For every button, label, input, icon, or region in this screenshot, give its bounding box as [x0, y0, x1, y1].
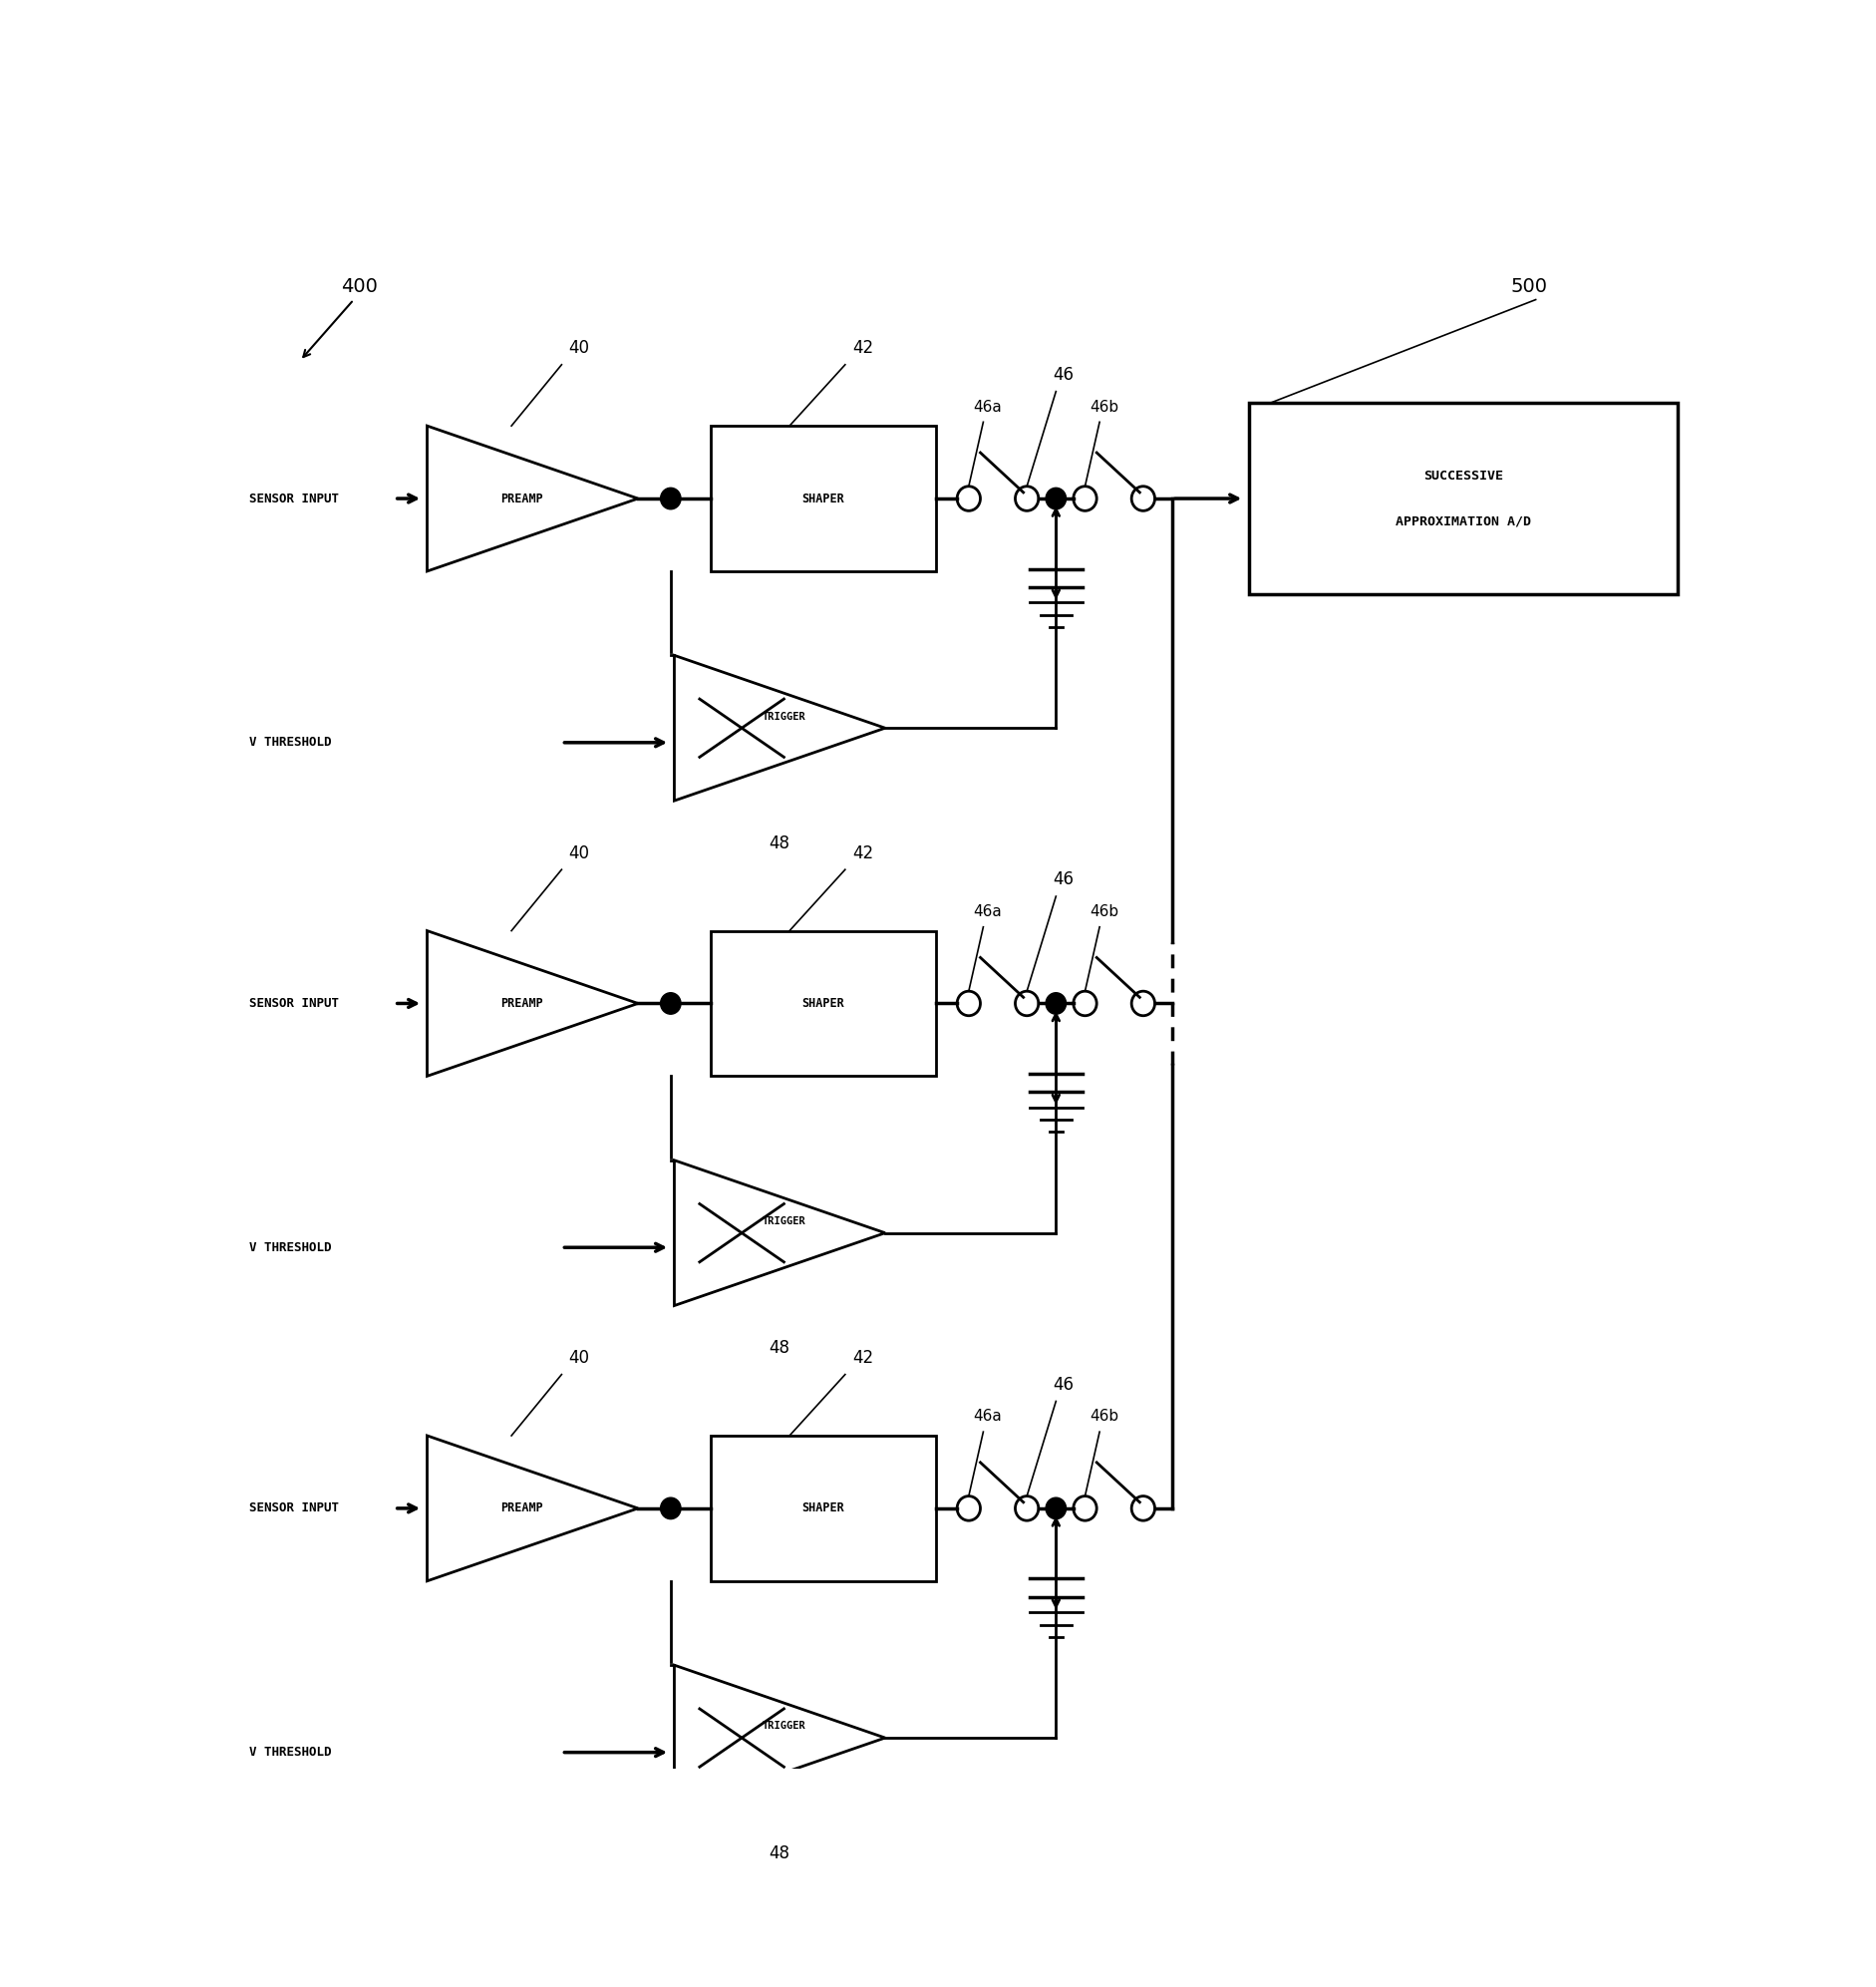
Text: SHAPER: SHAPER — [803, 997, 844, 1009]
Circle shape — [660, 994, 681, 1013]
Text: PREAMP: PREAMP — [501, 1502, 544, 1514]
Circle shape — [1045, 489, 1066, 509]
Circle shape — [660, 1498, 681, 1518]
Text: V THRESHOLD: V THRESHOLD — [250, 1242, 332, 1254]
Text: SHAPER: SHAPER — [803, 1502, 844, 1514]
Text: V THRESHOLD: V THRESHOLD — [250, 735, 332, 749]
Text: 42: 42 — [852, 1349, 874, 1367]
Text: V THRESHOLD: V THRESHOLD — [250, 1747, 332, 1758]
Text: APPROXIMATION A/D: APPROXIMATION A/D — [1396, 515, 1531, 529]
Text: 48: 48 — [769, 835, 790, 852]
Text: SUCCESSIVE: SUCCESSIVE — [1424, 469, 1503, 483]
Text: SHAPER: SHAPER — [803, 493, 844, 505]
Text: 46a: 46a — [974, 399, 1002, 415]
Text: SENSOR INPUT: SENSOR INPUT — [250, 997, 340, 1009]
Text: TRIGGER: TRIGGER — [762, 1216, 805, 1226]
Bar — [711, 930, 936, 1077]
Text: 40: 40 — [568, 1349, 589, 1367]
Text: 46b: 46b — [1090, 1409, 1118, 1425]
Text: SENSOR INPUT: SENSOR INPUT — [250, 493, 340, 505]
Text: 42: 42 — [852, 340, 874, 358]
Text: 48: 48 — [769, 1339, 790, 1357]
Text: SENSOR INPUT: SENSOR INPUT — [250, 1502, 340, 1514]
Bar — [711, 1437, 936, 1582]
Text: 48: 48 — [769, 1844, 790, 1862]
Circle shape — [660, 489, 681, 509]
Text: 46: 46 — [1052, 366, 1073, 383]
Text: TRIGGER: TRIGGER — [762, 1721, 805, 1731]
Text: 400: 400 — [341, 278, 377, 296]
Text: 46a: 46a — [974, 904, 1002, 920]
Circle shape — [1045, 994, 1066, 1013]
Text: PREAMP: PREAMP — [501, 493, 544, 505]
Text: PREAMP: PREAMP — [501, 997, 544, 1009]
Text: 46: 46 — [1052, 1375, 1073, 1393]
Text: 40: 40 — [568, 844, 589, 862]
Text: 46b: 46b — [1090, 904, 1118, 920]
Text: 500: 500 — [1510, 278, 1548, 296]
Circle shape — [1045, 1498, 1066, 1518]
Text: TRIGGER: TRIGGER — [762, 711, 805, 721]
Text: 46a: 46a — [974, 1409, 1002, 1425]
Text: 42: 42 — [852, 844, 874, 862]
Text: 46b: 46b — [1090, 399, 1118, 415]
Text: 46: 46 — [1052, 870, 1073, 888]
Bar — [711, 425, 936, 570]
Text: 40: 40 — [568, 340, 589, 358]
Bar — [1249, 403, 1677, 594]
